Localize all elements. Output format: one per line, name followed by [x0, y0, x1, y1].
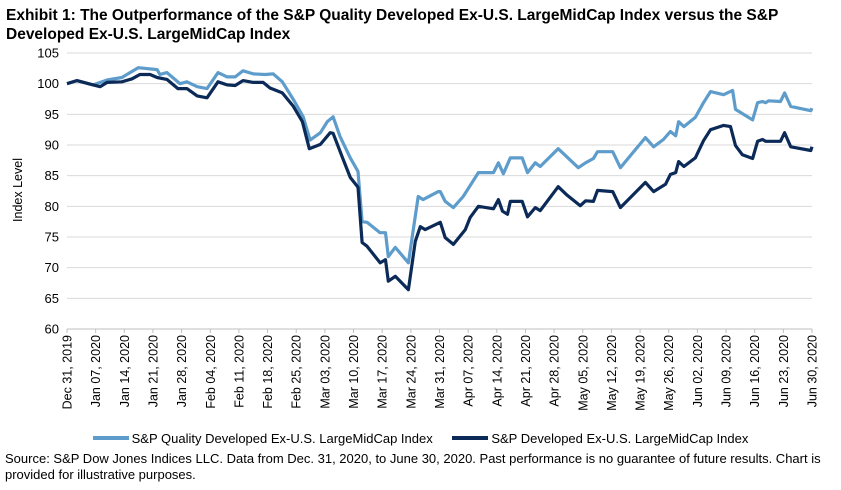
x-tick-label: Dec 31, 2019 [61, 335, 75, 409]
x-tick-label: May 19, 2020 [634, 335, 648, 411]
legend-swatch-quality [92, 436, 129, 440]
x-tick-label: Feb 04, 2020 [204, 335, 218, 409]
x-tick-label: Apr 07, 2020 [462, 335, 476, 407]
y-axis-ticks: 60 65 70 75 80 85 90 95 100 105 [37, 46, 59, 337]
legend-item-developed: S&P Developed Ex-U.S. LargeMidCap Index [452, 431, 748, 446]
x-tick-label: Jun 02, 2020 [691, 335, 705, 407]
y-tick-label: 90 [45, 138, 59, 153]
y-tick-label: 80 [45, 199, 59, 214]
source-note: Source: S&P Dow Jones Indices LLC. Data … [5, 451, 821, 482]
legend-swatch-developed [452, 436, 489, 440]
x-tick-label: Mar 24, 2020 [404, 335, 418, 409]
y-tick-label: 95 [45, 107, 59, 122]
y-axis-label: Index Level [11, 158, 25, 222]
x-tick-label: Mar 10, 2020 [347, 335, 361, 409]
x-tick-label: Feb 11, 2020 [232, 335, 246, 408]
x-tick-label: Jan 28, 2020 [175, 335, 189, 407]
y-tick-label: 75 [45, 230, 59, 245]
x-tick-label: Apr 14, 2020 [490, 335, 504, 407]
x-tick-label: Mar 17, 2020 [376, 335, 390, 409]
x-tick-label: Apr 21, 2020 [519, 335, 533, 407]
legend-item-quality: S&P Quality Developed Ex-U.S. LargeMidCa… [92, 430, 433, 446]
x-tick-label: Jun 16, 2020 [748, 335, 762, 407]
x-axis-ticks: Dec 31, 2019 Jan 07, 2020 Jan 14, 2020 Jan … [61, 329, 820, 411]
x-tick-label: Feb 25, 2020 [290, 335, 304, 409]
x-tick-label: Jun 30, 2020 [806, 335, 820, 407]
series-line-developed [66, 72, 814, 292]
chart-title: Exhibit 1: The Outperformance of the S&P… [6, 7, 779, 43]
x-tick-label: May 12, 2020 [605, 335, 619, 411]
x-tick-label: Jan 07, 2020 [89, 335, 103, 407]
y-tick-label: 105 [37, 46, 59, 61]
x-tick-label: May 26, 2020 [662, 335, 676, 411]
series-line-quality [66, 66, 814, 265]
x-tick-label: Jan 21, 2020 [146, 335, 160, 407]
gridlines [67, 52, 812, 299]
x-tick-label: Mar 31, 2020 [433, 335, 447, 409]
legend-label-quality: S&P Quality Developed Ex-U.S. LargeMidCa… [131, 430, 433, 446]
x-tick-label: Jun 23, 2020 [777, 335, 791, 407]
legend-label-developed: S&P Developed Ex-U.S. LargeMidCap Index [491, 430, 749, 446]
x-tick-label: Feb 18, 2020 [261, 335, 275, 409]
y-tick-label: 65 [45, 291, 59, 306]
legend: S&P Quality Developed Ex-U.S. LargeMidCa… [0, 428, 841, 446]
x-tick-label: Mar 03, 2020 [318, 335, 332, 409]
y-tick-label: 60 [45, 322, 59, 337]
x-tick-label: Jan 14, 2020 [118, 335, 132, 407]
y-tick-label: 70 [45, 260, 59, 275]
y-tick-label: 100 [37, 76, 59, 91]
x-tick-label: Jun 09, 2020 [720, 335, 734, 407]
x-tick-label: Apr 28, 2020 [548, 335, 562, 407]
x-tick-label: May 05, 2020 [576, 335, 590, 411]
series-lines [66, 66, 814, 292]
y-tick-label: 85 [45, 168, 59, 183]
